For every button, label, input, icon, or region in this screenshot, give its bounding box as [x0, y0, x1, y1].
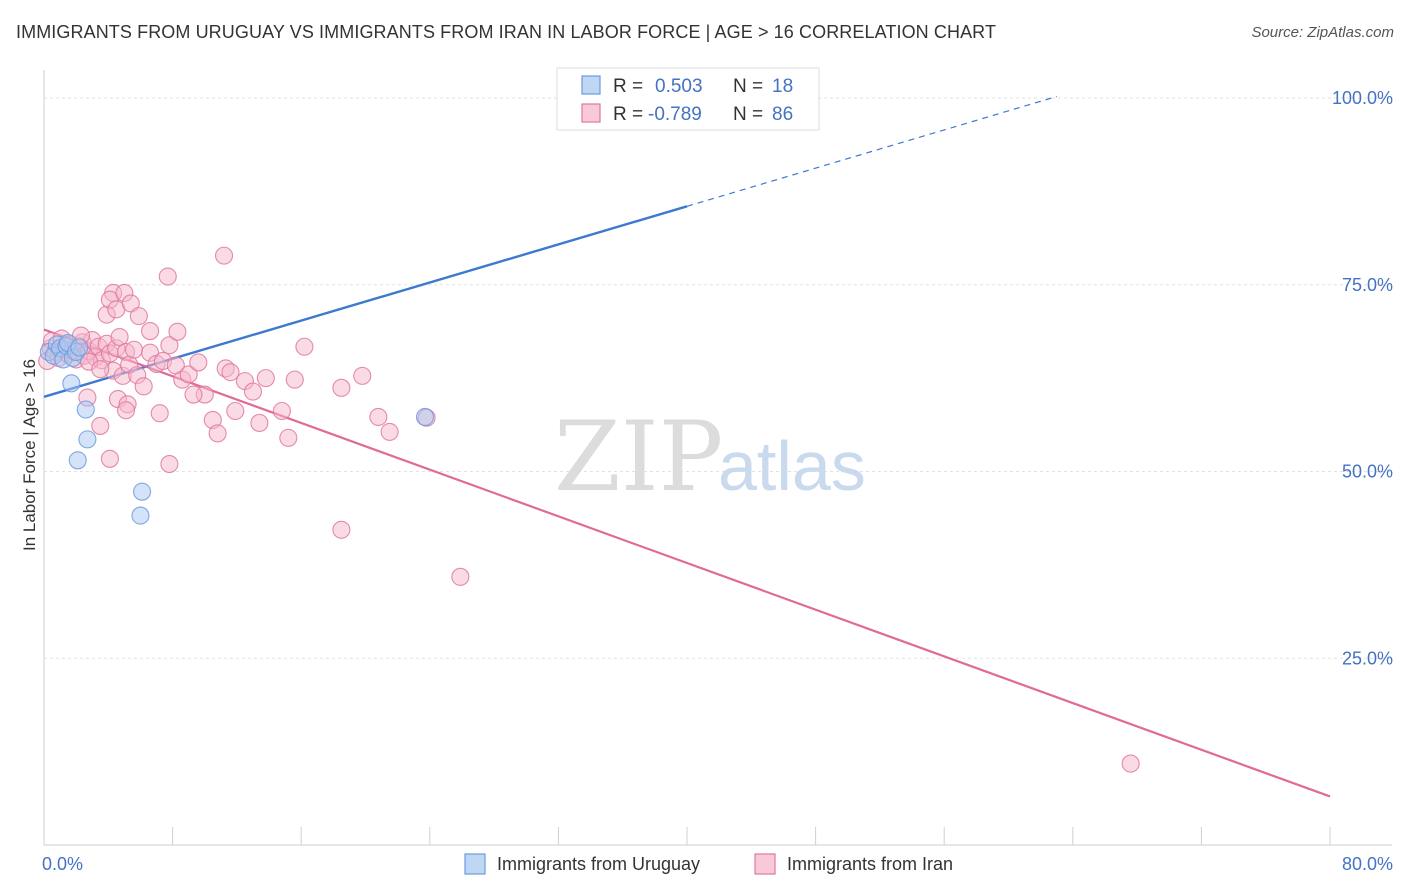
point-uruguay: [68, 451, 87, 470]
legend-r-label: R =: [613, 104, 643, 125]
point-iran: [380, 422, 399, 441]
point-uruguay: [76, 400, 95, 419]
y-tick-label: 25.0%: [1342, 648, 1393, 668]
point-iran: [160, 336, 179, 355]
point-iran: [141, 322, 160, 341]
point-iran: [208, 424, 227, 443]
chart-title: IMMIGRANTS FROM URUGUAY VS IMMIGRANTS FR…: [16, 22, 997, 42]
point-iran: [332, 520, 351, 539]
legend-label-iran: Immigrants from Iran: [787, 854, 953, 874]
watermark-atlas: atlas: [718, 427, 866, 505]
point-iran: [150, 404, 169, 423]
point-iran: [332, 378, 351, 397]
trend-line-iran: [43, 328, 1331, 798]
point-iran: [184, 385, 203, 404]
trend-line-uruguay-extension: [686, 95, 1057, 207]
legend-n-iran: 86: [772, 104, 793, 125]
point-iran: [110, 327, 129, 347]
legend-n-label: N =: [733, 104, 763, 125]
legend-n-uruguay: 18: [772, 76, 793, 97]
point-iran: [272, 401, 291, 421]
point-uruguay: [78, 430, 97, 449]
point-iran: [256, 369, 275, 388]
point-iran: [353, 366, 372, 385]
y-tick-label: 100.0%: [1332, 88, 1393, 108]
point-iran: [451, 567, 470, 586]
point-iran: [160, 454, 179, 474]
point-uruguay: [133, 482, 152, 501]
point-uruguay: [70, 338, 89, 357]
point-iran: [369, 407, 388, 427]
x-tick-labels: 0.0% 80.0%: [42, 854, 1393, 874]
point-iran: [295, 337, 314, 356]
point-uruguay: [415, 407, 435, 427]
point-iran: [116, 401, 136, 420]
series-legend: Immigrants from Uruguay Immigrants from …: [464, 853, 953, 875]
y-axis-label: In Labor Force | Age > 16: [20, 359, 39, 551]
legend-n-label: N =: [733, 76, 763, 97]
point-iran: [124, 340, 144, 359]
data-points: [38, 88, 1140, 773]
y-tick-label: 75.0%: [1342, 275, 1393, 295]
point-iran: [1121, 754, 1140, 773]
point-iran: [221, 363, 240, 382]
point-iran: [158, 267, 177, 286]
point-iran: [189, 353, 208, 372]
grid-lines: [44, 97, 1392, 659]
legend-r-uruguay: 0.503: [655, 76, 703, 97]
point-iran: [129, 307, 148, 326]
y-tick-labels: 25.0% 50.0% 75.0% 100.0%: [1332, 88, 1393, 668]
axes: [43, 70, 1392, 846]
point-iran: [100, 449, 119, 468]
point-iran: [91, 416, 110, 435]
y-tick-label: 50.0%: [1342, 462, 1393, 482]
x-tick-label: 80.0%: [1342, 854, 1393, 874]
stats-legend: R = 0.503 N = 18 R = -0.789 N = 86: [556, 67, 820, 131]
x-tick-label: 0.0%: [42, 854, 83, 874]
legend-swatch-iran: [581, 103, 601, 123]
source-credit: Source: ZipAtlas.com: [1251, 24, 1394, 41]
legend-swatch-iran: [754, 853, 776, 875]
legend-label-uruguay: Immigrants from Uruguay: [497, 854, 700, 874]
point-iran: [121, 294, 140, 313]
point-iran: [226, 401, 245, 421]
point-iran: [250, 413, 269, 432]
point-iran: [168, 322, 187, 341]
watermark: ZIP atlas: [554, 401, 866, 513]
legend-r-label: R =: [613, 76, 643, 97]
legend-swatch-uruguay: [581, 75, 601, 95]
watermark-zip: ZIP: [554, 401, 723, 513]
point-iran: [91, 360, 110, 379]
legend-r-iran: -0.789: [648, 104, 702, 125]
point-iran: [243, 382, 263, 401]
point-iran: [179, 365, 198, 384]
point-uruguay: [131, 506, 150, 525]
point-iran: [285, 370, 304, 389]
point-iran: [214, 246, 234, 265]
legend-swatch-uruguay: [464, 853, 486, 875]
point-iran: [134, 377, 153, 396]
point-uruguay: [62, 374, 81, 393]
point-iran: [279, 428, 298, 447]
